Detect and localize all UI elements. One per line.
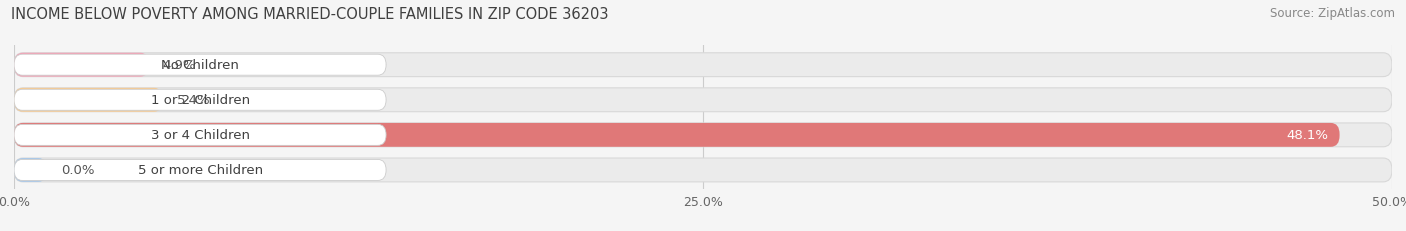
Text: 3 or 4 Children: 3 or 4 Children	[150, 129, 250, 142]
FancyBboxPatch shape	[14, 88, 1392, 112]
Text: 1 or 2 Children: 1 or 2 Children	[150, 94, 250, 107]
FancyBboxPatch shape	[14, 123, 1340, 147]
FancyBboxPatch shape	[14, 123, 1392, 147]
FancyBboxPatch shape	[14, 88, 163, 112]
FancyBboxPatch shape	[14, 160, 387, 181]
Text: INCOME BELOW POVERTY AMONG MARRIED-COUPLE FAMILIES IN ZIP CODE 36203: INCOME BELOW POVERTY AMONG MARRIED-COUPL…	[11, 7, 609, 22]
Text: 5.4%: 5.4%	[177, 94, 211, 107]
FancyBboxPatch shape	[14, 54, 149, 77]
FancyBboxPatch shape	[14, 90, 387, 111]
FancyBboxPatch shape	[14, 158, 1392, 182]
FancyBboxPatch shape	[14, 125, 387, 146]
Text: 48.1%: 48.1%	[1286, 129, 1329, 142]
Text: Source: ZipAtlas.com: Source: ZipAtlas.com	[1270, 7, 1395, 20]
FancyBboxPatch shape	[14, 55, 387, 76]
Text: 5 or more Children: 5 or more Children	[138, 164, 263, 177]
FancyBboxPatch shape	[14, 158, 48, 182]
FancyBboxPatch shape	[14, 54, 1392, 77]
Text: No Children: No Children	[162, 59, 239, 72]
Text: 0.0%: 0.0%	[60, 164, 94, 177]
Text: 4.9%: 4.9%	[163, 59, 197, 72]
